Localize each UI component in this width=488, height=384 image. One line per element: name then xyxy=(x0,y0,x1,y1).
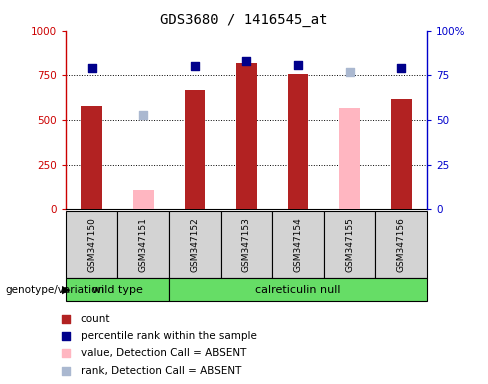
Bar xyxy=(81,106,102,209)
Text: rank, Detection Call = ABSENT: rank, Detection Call = ABSENT xyxy=(81,366,241,376)
Bar xyxy=(272,211,324,278)
Text: ▶: ▶ xyxy=(62,285,70,295)
Text: GSM347155: GSM347155 xyxy=(345,217,354,272)
Text: genotype/variation: genotype/variation xyxy=(5,285,104,295)
Bar xyxy=(133,190,154,209)
Point xyxy=(62,316,70,322)
Point xyxy=(62,367,70,374)
Point xyxy=(397,65,405,71)
Bar xyxy=(221,211,272,278)
Text: count: count xyxy=(81,314,110,324)
Point xyxy=(62,350,70,356)
Text: GSM347151: GSM347151 xyxy=(139,217,148,272)
Bar xyxy=(339,108,360,209)
Bar xyxy=(118,211,169,278)
Text: percentile rank within the sample: percentile rank within the sample xyxy=(81,331,256,341)
Text: wild type: wild type xyxy=(92,285,143,295)
Bar xyxy=(236,63,257,209)
Bar xyxy=(169,211,221,278)
Point xyxy=(88,65,96,71)
Text: value, Detection Call = ABSENT: value, Detection Call = ABSENT xyxy=(81,348,246,358)
Bar xyxy=(288,74,308,209)
Bar xyxy=(324,211,375,278)
Point xyxy=(191,63,199,70)
Point xyxy=(62,333,70,339)
Bar xyxy=(169,278,427,301)
Bar xyxy=(184,89,205,209)
Point xyxy=(140,112,147,118)
Point xyxy=(346,69,353,75)
Text: calreticulin null: calreticulin null xyxy=(255,285,341,295)
Point xyxy=(243,58,250,64)
Text: GSM347154: GSM347154 xyxy=(293,217,303,272)
Text: GSM347150: GSM347150 xyxy=(87,217,96,272)
Text: GSM347153: GSM347153 xyxy=(242,217,251,272)
Point xyxy=(294,61,302,68)
Bar xyxy=(66,278,169,301)
Text: GSM347156: GSM347156 xyxy=(397,217,406,272)
Bar xyxy=(66,211,118,278)
Bar xyxy=(391,99,411,209)
Bar xyxy=(375,211,427,278)
Text: GDS3680 / 1416545_at: GDS3680 / 1416545_at xyxy=(160,13,328,27)
Text: GSM347152: GSM347152 xyxy=(190,217,200,272)
